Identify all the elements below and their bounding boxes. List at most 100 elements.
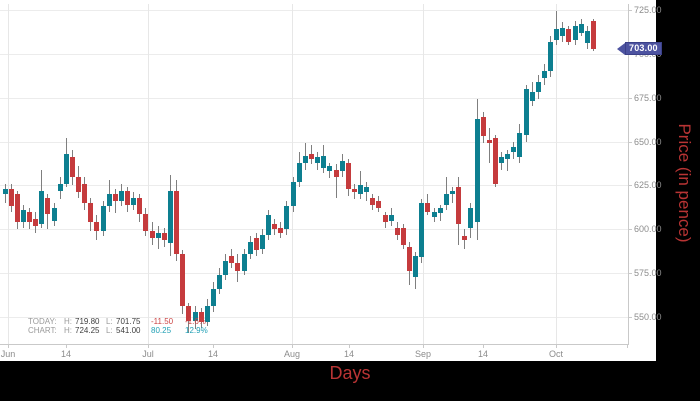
candle-body-up: [529, 92, 535, 102]
candle-body-up: [20, 210, 26, 223]
v-gridline: [423, 4, 424, 344]
legend-row-today: TODAY: H: 719.80 L: 701.75 -11.50 -1.6%: [28, 317, 208, 326]
candle-body-down: [161, 232, 167, 240]
y-tick: [628, 10, 632, 11]
y-tick: [628, 185, 632, 186]
candle-wick: [507, 150, 509, 172]
candle-body-up: [554, 29, 560, 40]
candle-body-up: [560, 27, 566, 37]
candle-body-up: [517, 132, 523, 158]
candle-body-down: [76, 176, 82, 193]
current-price-tag: 703.00: [617, 42, 662, 56]
candle-body-up: [63, 153, 69, 184]
candle-body-down: [198, 311, 204, 323]
legend-chart-label: CHART:: [28, 326, 57, 335]
candle-body-up: [131, 197, 137, 205]
y-axis-title: Price (in pence): [675, 123, 694, 243]
x-tick-label: Jul: [142, 349, 154, 359]
candle-wick: [451, 187, 453, 203]
candle-body-up: [302, 155, 308, 163]
v-gridline: [8, 4, 9, 344]
candle-body-up: [259, 234, 265, 249]
candle-body-up: [57, 183, 63, 191]
h-gridline: [0, 317, 628, 318]
candle-body-down: [125, 190, 131, 205]
candle-body-up: [431, 211, 437, 217]
legend-row-chart: CHART: H: 724.25 L: 541.00 80.25 12.9%: [28, 326, 208, 335]
x-tick: [423, 344, 424, 348]
legend-chart-low: 541.00: [116, 326, 141, 335]
x-tick: [556, 344, 557, 348]
y-tick-label: 650.00: [634, 137, 662, 147]
candle-body-down: [345, 162, 351, 189]
candle-body-down: [382, 215, 388, 223]
candle-body-down: [143, 213, 149, 232]
candle-body-down: [425, 202, 431, 212]
candle-body-up: [284, 206, 290, 230]
candle-body-up: [118, 190, 124, 202]
candle-body-up: [217, 274, 223, 289]
y-tick: [628, 317, 632, 318]
y-tick-label: 600.00: [634, 224, 662, 234]
x-tick: [627, 344, 628, 348]
candle-body-down: [566, 29, 572, 42]
candle-body-up: [247, 241, 253, 254]
candle-body-down: [112, 194, 118, 202]
candle-body-down: [400, 227, 406, 246]
candle-wick: [488, 127, 490, 163]
candle-body-down: [309, 153, 314, 160]
candle-body-down: [492, 138, 498, 184]
candle-body-down: [394, 227, 400, 235]
h-gridline: [0, 10, 628, 11]
candle-body-up: [223, 260, 229, 275]
y-tick-label: 625.00: [634, 180, 662, 190]
candle-body-down: [137, 197, 143, 214]
candle-wick: [556, 11, 558, 46]
x-tick: [148, 344, 149, 348]
candle-body-up: [100, 206, 106, 232]
legend-chart-h-key: H:: [64, 326, 72, 335]
x-tick-label: Sep: [414, 349, 432, 359]
candle-body-up: [572, 25, 578, 40]
candle-body-up: [106, 194, 112, 207]
candle-body-up: [505, 153, 511, 160]
candle-body-up: [2, 188, 8, 195]
legend-today-low: 701.75: [116, 317, 141, 326]
y-tick-label: 675.00: [634, 93, 662, 103]
candle-body-down: [351, 188, 357, 193]
candle-body-up: [388, 215, 394, 221]
h-gridline: [0, 98, 628, 99]
candle-body-up: [241, 253, 247, 272]
x-tick-label: Aug: [283, 349, 301, 359]
y-tick: [628, 98, 632, 99]
v-gridline: [148, 4, 149, 344]
price-tag-arrow-icon: [617, 42, 625, 55]
candle-body-down: [278, 227, 284, 233]
h-gridline: [0, 54, 628, 55]
y-tick-label: 575.00: [634, 268, 662, 278]
h-gridline: [0, 229, 628, 230]
y-tick: [628, 229, 632, 230]
candle-body-down: [69, 157, 75, 177]
legend-chart-change: 80.25: [151, 326, 172, 335]
v-gridline: [556, 4, 557, 344]
candle-body-down: [407, 246, 413, 272]
h-gridline: [0, 185, 628, 186]
candle-body-down: [8, 188, 14, 207]
candle-body-up: [266, 215, 272, 235]
legend-chart-l-key: L:: [106, 326, 113, 335]
candle-body-down: [370, 197, 376, 205]
ohlc-legend: TODAY: H: 719.80 L: 701.75 -11.50 -1.6% …: [28, 317, 208, 335]
legend-today-change: -11.50: [151, 317, 174, 326]
x-tick-label: 14: [343, 349, 355, 359]
candle-body-down: [235, 262, 241, 272]
legend-chart-high: 724.25: [75, 326, 100, 335]
candle-body-up: [468, 208, 474, 228]
x-tick-label: Jun: [0, 349, 16, 359]
legend-today-l-key: L:: [106, 317, 113, 326]
candle-body-up: [168, 190, 173, 244]
candle-body-down: [180, 253, 186, 307]
legend-today-h-key: H:: [64, 317, 72, 326]
candle-body-up: [548, 41, 554, 72]
candle-body-down: [456, 187, 462, 225]
